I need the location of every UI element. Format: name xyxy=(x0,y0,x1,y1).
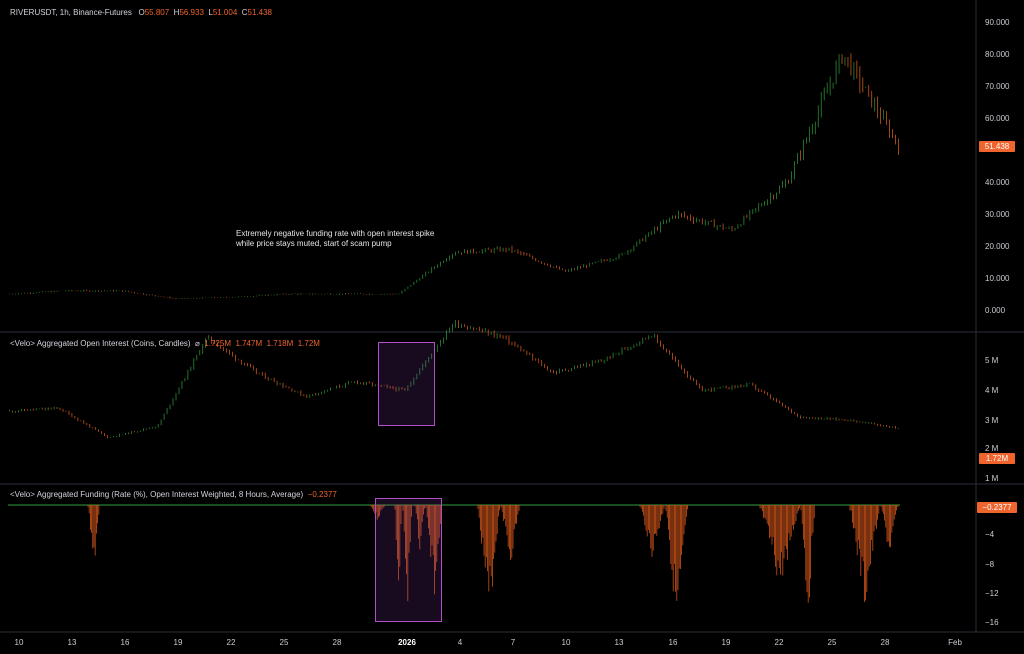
oi-tick: 3 M xyxy=(985,416,999,425)
price-tick: 80.000 xyxy=(985,50,1010,59)
price-tick: 30.000 xyxy=(985,210,1010,219)
price-candles xyxy=(9,53,899,300)
oi-value-2: 1.747M xyxy=(235,339,263,348)
oi-value-1: 1.725M xyxy=(204,339,231,348)
funding-last-badge: −0.2377 xyxy=(977,502,1017,513)
oi-tick: 2 M xyxy=(985,444,999,453)
time-tick: 10 xyxy=(14,638,24,647)
funding-tick: −12 xyxy=(985,589,999,598)
price-tick: 60.000 xyxy=(985,114,1010,123)
time-tick: 28 xyxy=(880,638,890,647)
annotation-line-2: while price stays muted, start of scam p… xyxy=(236,239,392,248)
oi-tick: 5 M xyxy=(985,356,999,365)
open-interest-candles xyxy=(9,319,899,439)
price-legend: RIVERUSDT, 1h, Binance-Futures O55.807 H… xyxy=(10,8,272,17)
time-tick: 16 xyxy=(120,638,130,647)
time-tick: 19 xyxy=(173,638,183,647)
price-last-badge: 51.438 xyxy=(979,141,1015,152)
time-tick: 19 xyxy=(721,638,731,647)
oi-value-4: 1.72M xyxy=(297,339,320,348)
annotation-line-1: Extremely negative funding rate with ope… xyxy=(236,229,435,238)
price-tick: 0.000 xyxy=(985,306,1006,315)
funding-legend: <Velo> Aggregated Funding (Rate (%), Ope… xyxy=(10,490,337,499)
funding-highlight-box[interactable] xyxy=(375,498,442,622)
open-value: 55.807 xyxy=(144,8,170,17)
price-tick: 90.000 xyxy=(985,18,1010,27)
close-value: 51.438 xyxy=(247,8,272,17)
funding-tick: −16 xyxy=(985,618,999,627)
time-tick: 22 xyxy=(774,638,784,647)
oi-legend: <Velo> Aggregated Open Interest (Coins, … xyxy=(10,339,320,348)
annotation-text[interactable]: Extremely negative funding rate with ope… xyxy=(236,229,434,249)
low-value: 51.004 xyxy=(212,8,238,17)
time-tick: 28 xyxy=(332,638,342,647)
time-tick: 25 xyxy=(279,638,289,647)
time-tick: 22 xyxy=(226,638,236,647)
low-label: L xyxy=(208,8,213,17)
price-tick: 20.000 xyxy=(985,242,1010,251)
time-tick-year: 2026 xyxy=(398,638,416,647)
time-tick: 4 xyxy=(457,638,463,647)
high-value: 56.933 xyxy=(179,8,204,17)
time-tick: 25 xyxy=(827,638,837,647)
open-label: O xyxy=(138,8,145,17)
funding-value: −0.2377 xyxy=(307,490,337,499)
time-tick: 13 xyxy=(614,638,624,647)
funding-bars xyxy=(8,504,900,603)
oi-highlight-box[interactable] xyxy=(378,342,435,426)
close-label: C xyxy=(241,8,248,17)
oi-title: <Velo> Aggregated Open Interest (Coins, … xyxy=(10,339,191,348)
oi-value-3: 1.718M xyxy=(266,339,294,348)
oi-last-badge: 1.72M xyxy=(979,453,1015,464)
oi-tick: 4 M xyxy=(985,386,999,395)
time-tick: 16 xyxy=(668,638,678,647)
oi-symbol-icon: ⌀ xyxy=(195,339,200,348)
high-label: H xyxy=(173,8,180,17)
time-tick: 13 xyxy=(67,638,77,647)
funding-tick: −8 xyxy=(985,560,995,569)
price-tick: 40.000 xyxy=(985,178,1010,187)
time-tick: 10 xyxy=(561,638,571,647)
time-tick: Feb xyxy=(948,638,962,647)
symbol-line: RIVERUSDT, 1h, Binance-Futures xyxy=(10,8,132,17)
funding-title: <Velo> Aggregated Funding (Rate (%), Ope… xyxy=(10,490,304,499)
funding-tick: −4 xyxy=(985,530,995,539)
oi-tick: 1 M xyxy=(985,474,999,483)
price-tick: 70.000 xyxy=(985,82,1010,91)
price-tick: 10.000 xyxy=(985,274,1010,283)
time-tick: 7 xyxy=(510,638,516,647)
